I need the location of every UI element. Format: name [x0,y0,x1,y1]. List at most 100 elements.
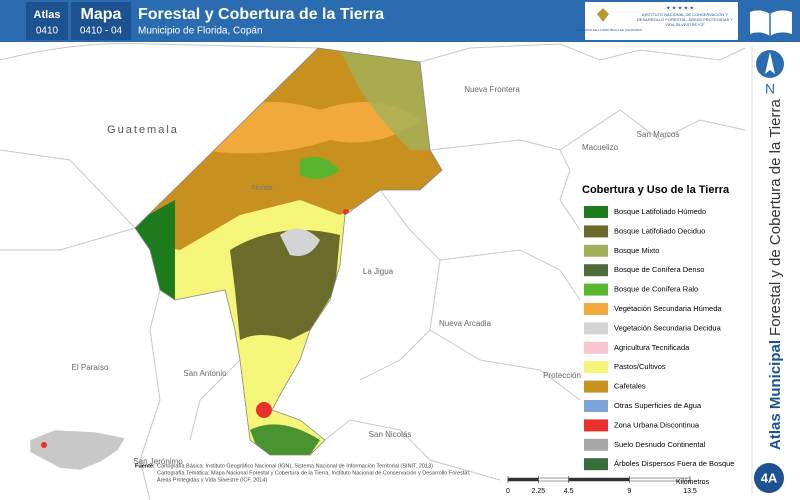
boundary [359,189,441,381]
cover-mixto [340,50,430,150]
scale-tick-label: 9 [627,488,631,495]
legend-swatch [584,244,608,257]
atlas-code: 0410 [36,26,59,37]
boundary [0,42,319,61]
legend-label: Bosque de Conífera Ralo [614,285,698,294]
place-label: Nueva Frontera [464,85,520,94]
scale-segment [538,477,569,482]
place-label: San Nicolás [369,430,412,439]
place-label: Macuelizo [582,143,619,152]
legend-swatch [584,400,608,412]
legend-swatch [584,380,608,393]
legend-swatch [584,303,608,315]
map-box [71,2,131,40]
boundary [189,359,241,441]
cover-humedo [135,200,175,300]
inset-map [29,429,126,471]
boundary [429,109,746,151]
scale-unit: Kilómetros [676,479,710,486]
place-label: La Jigua [363,267,394,276]
legend-swatch [584,419,608,432]
municipality-outline [134,47,443,456]
legend-swatch [584,283,608,296]
sheet-badge [754,463,784,493]
side-theme: Forestal y de Cobertura de la Tierra [767,99,784,336]
legend-swatch [584,458,608,471]
legend-title: Cobertura y Uso de la Tierra [582,184,730,196]
legend: Bosque Latifoliado Húmedo Bosque Latifoli… [584,206,734,471]
place-label: San Jerónimo [133,457,183,466]
boundary [0,149,136,229]
atlas-box [26,2,68,40]
title: Forestal y Cobertura de la Tierra [138,6,384,23]
side-title: Atlas Municipal Forestal y de Cobertura d… [767,99,784,450]
place-label: Protección [543,371,581,380]
legend-swatch [584,264,608,277]
cover-secundaria [200,102,420,154]
legend-swatch [584,341,608,354]
legend-label: Agricultura Tecnificada [614,343,690,352]
scale-tick-label: 2.25 [532,488,546,495]
boundary [139,289,161,500]
map-label: Mapa [81,6,122,23]
legend-swatch [584,206,608,218]
scale-tick-label: 13.5 [683,488,697,495]
source-line: Cartografía Temática: Mapa Nacional Fore… [157,470,471,476]
north-label: N [765,81,775,97]
legend-swatch [584,225,608,238]
legend-label: Cafetales [614,382,646,391]
source-line: Áreas Protegidas y Vida Silvestre (ICF, … [157,476,267,483]
place-label: San Antonio [183,369,227,378]
logo-box [585,2,738,40]
cover-decidua [280,228,320,256]
book-icon [750,10,792,36]
legend-swatch [584,438,608,451]
cover-deciduo [230,230,340,340]
source-line: Cartografía Básica: Instituto Geográfico… [157,463,433,469]
cover-humedo-south [250,424,320,455]
sheet-label: 4A [761,470,778,485]
legend-label: Árboles Dispersos Fuera de Bosque [614,459,734,468]
boundaries [0,42,746,500]
boundary [0,227,136,251]
place-label: Nueva Arcadia [439,319,492,328]
place-label: Florida [251,185,273,192]
legend-label: Bosque Mixto [614,246,659,255]
legend-label: Bosque de Conífera Denso [614,265,704,274]
logo-stars: ★ ★ ★ ★ ★ [666,5,694,11]
logo-right: INSTITUTO NACIONAL DE CONSERVACIÓN Y DES… [636,12,734,27]
legend-swatch [584,361,608,374]
legend-label: Vegetación Secundaria Decidua [614,323,722,332]
legend-label: Pastos/Cultivos [614,362,666,371]
legend-label: Bosque Latifoliado Deciduo [614,226,705,235]
atlas-label: Atlas [34,9,61,21]
boundary [429,329,581,401]
boundary [559,149,581,231]
scale-tick-label: 4.5 [564,488,574,495]
north-arrow [765,52,775,74]
legend-label: Vegetación Secundaria Húmeda [614,304,722,313]
side-atlas: Atlas Municipal [767,340,784,450]
place-label: Guatemala [107,124,179,136]
cover-ralo [300,156,340,179]
scale-bar: 0 2.25 4.5 9 13.5 Kilómetros [506,476,710,495]
legend-label: Suelo Desnudo Continental [614,440,706,449]
legend-label: Otras Superficies de Agua [614,401,702,410]
urban-florida [256,402,272,418]
boundary [439,249,581,301]
logo-right-box: INSTITUTO NACIONAL DE CONSERVACIÓN Y DES… [636,12,734,27]
legend-label: Bosque Latifoliado Húmedo [614,207,706,216]
boundary [324,419,501,481]
legend-swatch [584,322,608,335]
source-label: Fuente: [135,463,155,469]
legend-label: Zona Urbana Discontinua [614,420,700,429]
place-label: San Marcos [637,130,680,139]
subtitle: Municipio de Florida, Copán [138,26,263,37]
scale-segment [507,477,539,482]
scale-tick-label: 0 [506,488,510,495]
source: Cartografía Básica: Instituto Geográfico… [157,463,471,483]
places: Guatemala Nueva Frontera San Marcos Macueli… [72,85,680,466]
logo-left: GOBIERNO DE LA REPÚBLICA DE HONDURAS [576,27,642,32]
inset-location [41,442,47,448]
